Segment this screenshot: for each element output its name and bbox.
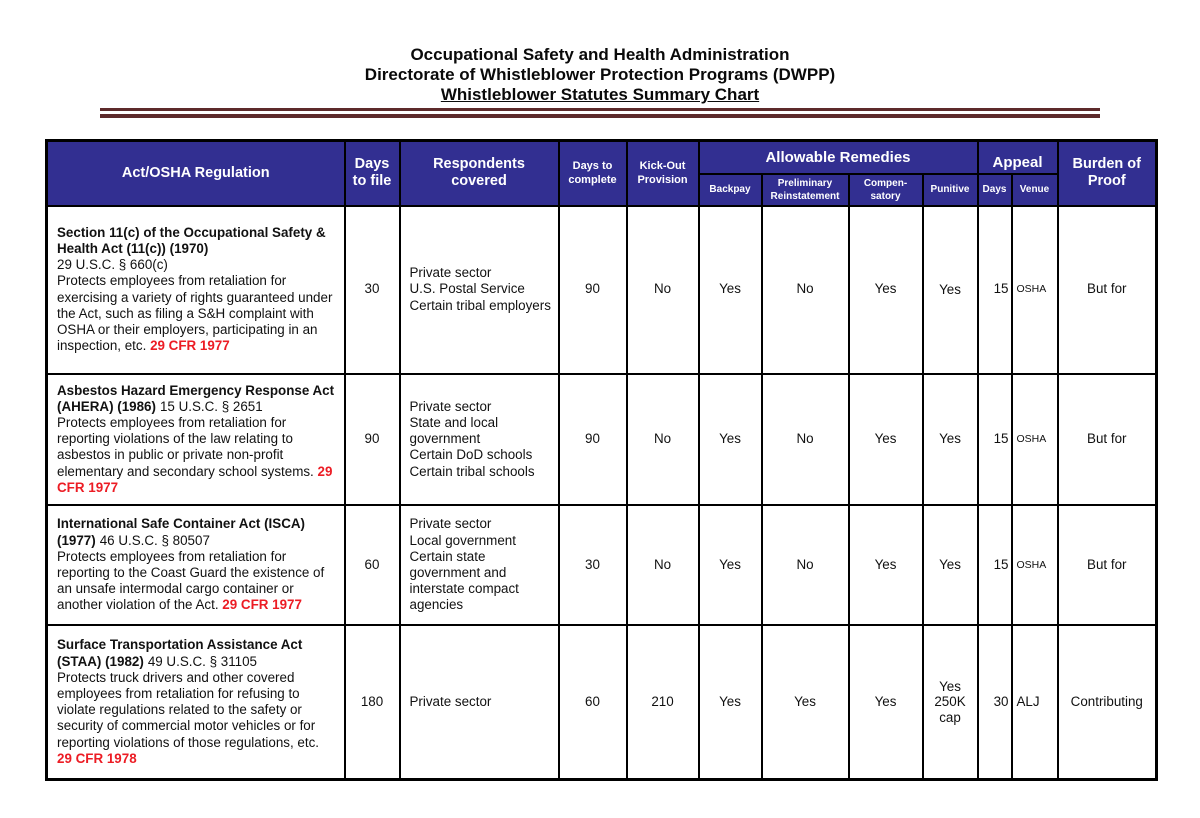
kick-out-cell: 210 (625, 623, 700, 781)
days-to-file-cell: 180 (343, 623, 401, 781)
compensatory-cell: Yes (847, 372, 924, 506)
days-to-file-cell: 30 (343, 204, 401, 375)
col-header-days-to-file: Days to file (343, 139, 401, 207)
act-cell: International Safe Container Act (ISCA) … (45, 503, 346, 626)
kick-out-cell: No (625, 503, 700, 626)
act-cell: Section 11(c) of the Occupational Safety… (45, 204, 346, 375)
preliminary-reinstatement-cell: No (760, 372, 850, 506)
act-description: Protects employees from retaliation for … (57, 273, 333, 354)
col-header-kick-out: Kick-Out Provision (625, 139, 700, 207)
act-description: Protects employees from retaliation for … (57, 548, 325, 613)
backpay-cell: Yes (697, 503, 763, 626)
col-header-act: Act/OSHA Regulation (45, 139, 346, 207)
act-citation: 46 U.S.C. § 80507 (99, 532, 210, 548)
act-cell: Asbestos Hazard Emergency Response Act (… (45, 372, 346, 506)
appeal-venue-cell: ALJ (1010, 623, 1059, 781)
act-cfr-reference: 29 CFR 1977 (222, 597, 302, 613)
rule-line-bottom (100, 114, 1100, 118)
days-to-complete-cell: 90 (557, 204, 628, 375)
days-to-complete-cell: 60 (557, 623, 628, 781)
col-header-appeal-venue: Venue (1010, 172, 1059, 207)
col-header-compensatory: Compen- satory (847, 172, 924, 207)
title-line-2: Directorate of Whistleblower Protection … (364, 65, 836, 84)
respondents-cell: Private sector (398, 623, 560, 781)
compensatory-cell: Yes (847, 503, 924, 626)
col-header-backpay: Backpay (697, 172, 763, 207)
punitive-cell: Yes (921, 503, 979, 626)
col-header-burden-of-proof: Burden of Proof (1056, 139, 1158, 207)
document-title-block: Occupational Safety and Health Administr… (0, 0, 1200, 105)
col-header-punitive: Punitive (921, 172, 979, 207)
act-cell: Surface Transportation Assistance Act (S… (45, 623, 346, 781)
appeal-venue-cell: OSHA (1010, 503, 1059, 626)
compensatory-cell: Yes (847, 623, 924, 781)
appeal-days-cell: 15 (976, 503, 1013, 626)
preliminary-reinstatement-cell: No (760, 503, 850, 626)
act-title: Section 11(c) of the Occupational Safety… (57, 224, 326, 256)
backpay-cell: Yes (697, 623, 763, 781)
backpay-cell: Yes (697, 372, 763, 506)
act-cfr-reference: 29 CFR 1977 (57, 463, 333, 495)
statutes-table: Act/OSHA Regulation Days to file Respond… (45, 139, 1159, 782)
appeal-venue-cell: OSHA (1010, 372, 1059, 506)
burden-of-proof-cell: But for (1056, 503, 1158, 626)
title-line-1: Occupational Safety and Health Administr… (410, 45, 790, 64)
burden-of-proof-cell: Contributing (1056, 623, 1158, 781)
days-to-complete-cell: 30 (557, 503, 628, 626)
act-title: Asbestos Hazard Emergency Response Act (… (57, 382, 335, 414)
days-to-file-cell: 60 (343, 503, 401, 626)
table-container: Act/OSHA Regulation Days to file Respond… (45, 139, 1200, 782)
respondents-cell: Private sector State and local governmen… (398, 372, 560, 506)
table-row-staa: Surface Transportation Assistance Act (S… (45, 623, 1158, 781)
respondents-cell: Private sector Local government Certain … (398, 503, 560, 626)
col-header-preliminary-reinstatement: Preliminary Reinstatement (760, 172, 850, 207)
compensatory-cell: Yes (847, 204, 924, 375)
table-row-isca: International Safe Container Act (ISCA) … (45, 503, 1158, 626)
table-row-ahera: Asbestos Hazard Emergency Response Act (… (45, 372, 1158, 506)
kick-out-cell: No (625, 372, 700, 506)
col-header-appeal: Appeal (976, 139, 1059, 175)
respondents-cell: Private sector U.S. Postal Service Certa… (398, 204, 560, 375)
act-citation: 29 U.S.C. § 660(c) (57, 257, 168, 273)
preliminary-reinstatement-cell: Yes (760, 623, 850, 781)
act-cfr-reference: 29 CFR 1978 (57, 750, 137, 766)
act-title: International Safe Container Act (ISCA) … (57, 516, 306, 548)
punitive-cell: Yes (921, 204, 979, 375)
title-line-3: Whistleblower Statutes Summary Chart (440, 85, 760, 104)
double-rule (100, 108, 1100, 118)
act-cfr-reference: 29 CFR 1977 (150, 338, 230, 354)
appeal-days-cell: 15 (976, 372, 1013, 506)
act-citation: 49 U.S.C. § 31105 (147, 653, 257, 669)
act-citation: 15 U.S.C. § 2651 (159, 398, 263, 414)
col-header-appeal-days: Days (976, 172, 1013, 207)
burden-of-proof-cell: But for (1056, 204, 1158, 375)
col-header-respondents: Respondents covered (398, 139, 560, 207)
preliminary-reinstatement-cell: No (760, 204, 850, 375)
punitive-cell: Yes 250K cap (921, 623, 979, 781)
appeal-days-cell: 15 (976, 204, 1013, 375)
table-row-11c: Section 11(c) of the Occupational Safety… (45, 204, 1158, 375)
burden-of-proof-cell: But for (1056, 372, 1158, 506)
col-header-days-to-complete: Days to complete (557, 139, 628, 207)
kick-out-cell: No (625, 204, 700, 375)
backpay-cell: Yes (697, 204, 763, 375)
act-description: Protects truck drivers and other covered… (57, 669, 320, 750)
days-to-complete-cell: 90 (557, 372, 628, 506)
days-to-file-cell: 90 (343, 372, 401, 506)
col-header-allowable-remedies: Allowable Remedies (697, 139, 979, 175)
appeal-days-cell: 30 (976, 623, 1013, 781)
rule-line-top (100, 108, 1100, 111)
act-title: Surface Transportation Assistance Act (S… (57, 637, 303, 669)
appeal-venue-cell: OSHA (1010, 204, 1059, 375)
act-description: Protects employees from retaliation for … (57, 414, 314, 479)
punitive-cell: Yes (921, 372, 979, 506)
